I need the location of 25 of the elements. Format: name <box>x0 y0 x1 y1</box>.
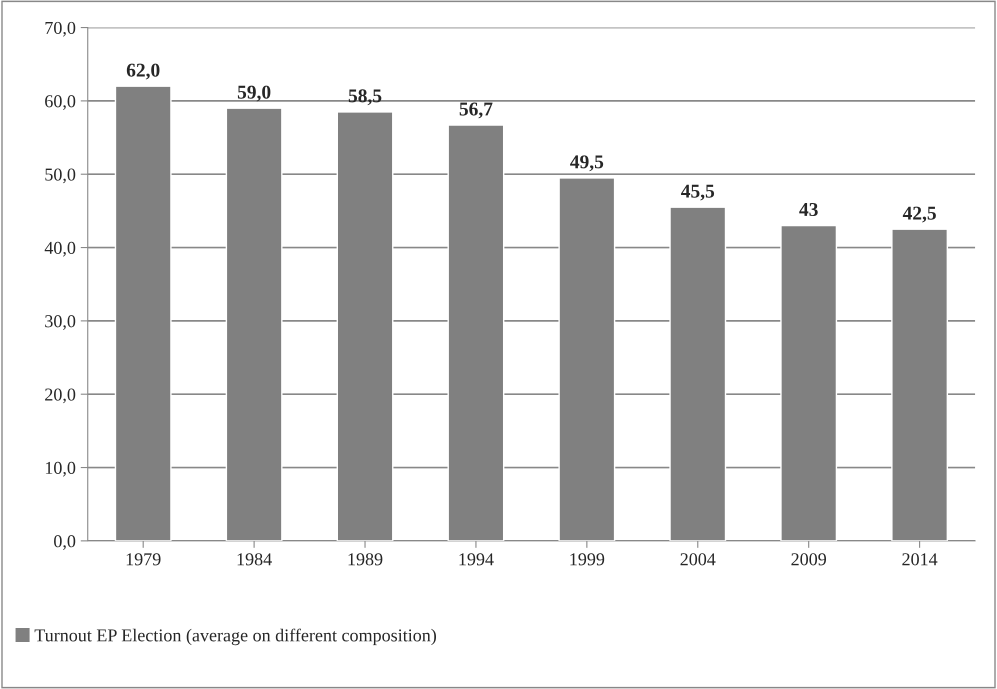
x-tick-label: 1994 <box>459 553 494 566</box>
y-tick-label: 60,0 <box>45 95 76 110</box>
y-tick-label: 10,0 <box>46 462 76 477</box>
data-label: 45,5 <box>681 184 714 201</box>
y-tick-label: 50,0 <box>45 168 76 184</box>
data-label: 58,5 <box>348 89 382 106</box>
y-tick-label: 40,0 <box>44 242 76 257</box>
data-label: 56,7 <box>460 102 492 118</box>
data-label: 43 <box>799 202 818 216</box>
data-label: 49,5 <box>570 155 604 172</box>
legend-label: Turnout EP Election (average on different composition) <box>34 628 436 646</box>
data-label: 42,5 <box>902 206 936 223</box>
x-tick-label: 2009 <box>791 553 826 566</box>
y-tick-label: 30,0 <box>45 315 76 330</box>
x-tick-label: 1984 <box>238 553 272 566</box>
x-tick-label: 2004 <box>680 553 716 566</box>
data-label: 62,0 <box>126 64 160 80</box>
x-tick-label: 1979 <box>126 553 161 566</box>
x-tick-label: 1999 <box>570 553 604 566</box>
data-label: 59,0 <box>238 86 270 102</box>
x-tick-label: 2014 <box>902 553 938 566</box>
y-tick-label: 0,0 <box>54 535 76 550</box>
y-tick-label: 20,0 <box>45 388 76 404</box>
x-tick-label: 1989 <box>348 553 382 566</box>
y-tick-label: 70,0 <box>46 22 76 37</box>
